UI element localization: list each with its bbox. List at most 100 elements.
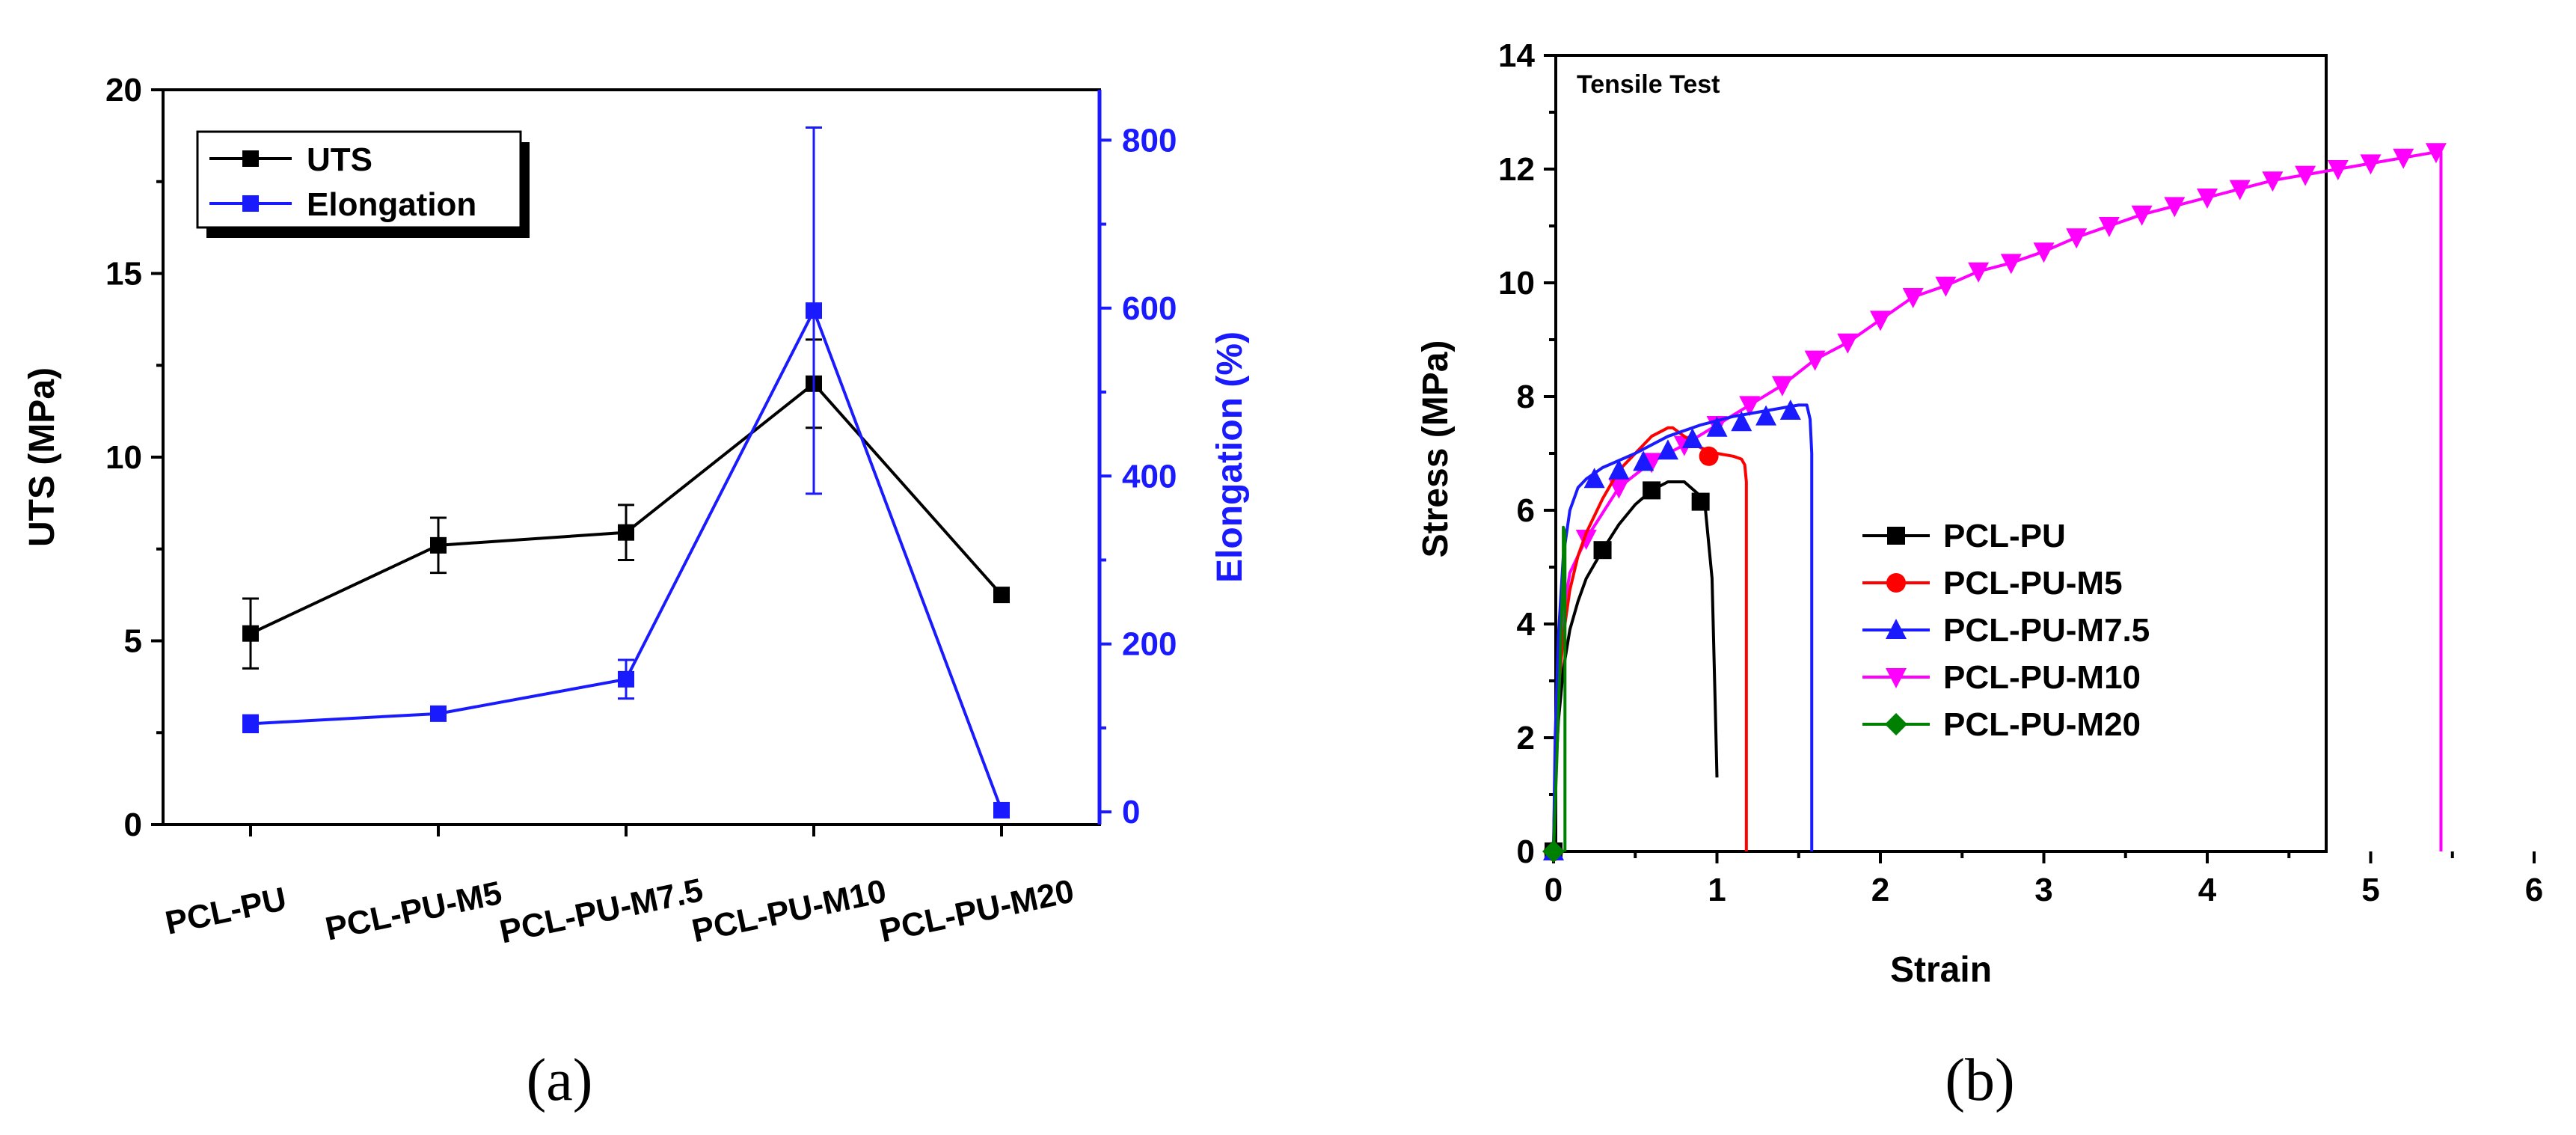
y-tick-label-15: 15 — [105, 256, 142, 293]
legend-label-pcl-pu: PCL-PU — [1943, 518, 2066, 554]
b-x-tick-label-5: 5 — [2361, 872, 2379, 908]
legend-marker-pcl-pu-m5 — [1886, 573, 1906, 593]
y-tick-label-5: 5 — [124, 623, 142, 660]
chart-b-title: Tensile Test — [1577, 70, 1720, 99]
yr-tick-label-200: 200 — [1122, 626, 1177, 663]
legend-b: PCL-PU PCL-PU-M5 PCL-PU-M7.5 PCL-PU-M10 PCL-… — [1862, 518, 2150, 743]
legend-a: UTS Elongation — [196, 130, 530, 238]
marker-pcl-pu-m10 — [2164, 197, 2186, 218]
caption-a: (a) — [527, 1047, 593, 1113]
point-uts-pcl-pu — [242, 625, 259, 642]
yr-tick-label-400: 400 — [1122, 458, 1177, 495]
curve-pcl-pu-m20 — [1552, 525, 1567, 852]
marker-pcl-pu-m20 — [1542, 840, 1565, 863]
marker-pcl-pu-m10 — [1935, 276, 1957, 297]
legend-marker-pcl-pu-m7-5 — [1886, 619, 1907, 639]
y-tick-label-0: 0 — [124, 807, 142, 843]
b-y-tick-label-6: 6 — [1517, 492, 1535, 529]
marker-pcl-pu-m7-5 — [1681, 428, 1703, 448]
marker-pcl-pu-m10 — [1739, 396, 1761, 417]
point-elongation-pcl-pu-m5 — [430, 705, 447, 722]
legend-label-pcl-pu-m20: PCL-PU-M20 — [1943, 706, 2141, 743]
point-uts-pcl-pu-m20 — [993, 587, 1010, 604]
marker-pcl-pu-m7-5 — [1779, 400, 1801, 420]
yr-tick-label-800: 800 — [1122, 122, 1177, 159]
marker-pcl-pu-m10 — [2295, 165, 2316, 186]
marker-pcl-pu-m7-5 — [1731, 411, 1752, 432]
marker-pcl-pu — [1643, 481, 1661, 500]
b-y-tick-label-10: 10 — [1498, 265, 1535, 302]
marker-pcl-pu-m7-5 — [1583, 468, 1605, 489]
b-x-tick-label-2: 2 — [1871, 872, 1889, 908]
x-tick-label-pcl-pu-m7-5: PCL-PU-M7.5 — [497, 872, 706, 950]
x-axis-title-strain: Strain — [1890, 950, 1992, 990]
y-axis-title-stress: Stress (MPa) — [1416, 340, 1456, 558]
marker-pcl-pu-m10 — [1608, 478, 1630, 499]
legend-elongation-marker — [242, 195, 259, 212]
legend-label-pcl-pu-m5: PCL-PU-M5 — [1943, 565, 2123, 602]
y-tick-label-10: 10 — [105, 439, 142, 476]
point-elongation-pcl-pu-m10 — [806, 302, 822, 319]
b-x-tick-label-0: 0 — [1545, 872, 1563, 908]
marker-pcl-pu-m10 — [2327, 160, 2349, 180]
marker-pcl-pu-m10 — [2066, 228, 2088, 249]
yr-tick-label-0: 0 — [1122, 794, 1140, 830]
x-tick-label-pcl-pu-m5: PCL-PU-M5 — [322, 875, 506, 948]
legend-marker-pcl-pu-m10 — [1886, 668, 1907, 688]
y-axis-title-uts: UTS (MPa) — [22, 367, 62, 547]
marker-pcl-pu-m7-5 — [1608, 459, 1630, 480]
legend-uts-marker — [242, 150, 259, 167]
marker-pcl-pu-m10 — [2000, 254, 2022, 275]
y-tick-label-20: 20 — [105, 72, 142, 108]
legend-marker-pcl-pu — [1887, 527, 1905, 545]
b-y-tick-label-4: 4 — [1517, 606, 1536, 643]
legend-label-pcl-pu-m10: PCL-PU-M10 — [1943, 659, 2141, 696]
marker-pcl-pu-m10 — [1837, 333, 1859, 354]
marker-pcl-pu-m10 — [1575, 530, 1597, 550]
b-x-tick-label-4: 4 — [2198, 872, 2217, 908]
legend-label-pcl-pu-m7-5: PCL-PU-M7.5 — [1943, 612, 2150, 649]
marker-pcl-pu-m10 — [1968, 262, 1990, 283]
legend-marker-pcl-pu-m20 — [1885, 713, 1907, 735]
marker-pcl-pu-m5 — [1699, 446, 1719, 466]
y-axis-title-elongation: Elongation (%) — [1210, 331, 1250, 583]
marker-pcl-pu — [1593, 541, 1612, 560]
point-uts-pcl-pu-m5 — [430, 536, 447, 554]
x-tick-label-pcl-pu-m10: PCL-PU-M10 — [689, 872, 889, 949]
b-x-tick-label-1: 1 — [1708, 872, 1726, 908]
point-elongation-pcl-pu — [242, 715, 259, 732]
point-elongation-pcl-pu-m7-5 — [618, 670, 634, 688]
x-tick-label-pcl-pu-m20: PCL-PU-M20 — [877, 872, 1077, 949]
point-elongation-pcl-pu-m20 — [993, 801, 1010, 819]
marker-pcl-pu — [1691, 492, 1710, 511]
point-uts-pcl-pu-m7-5 — [618, 524, 634, 541]
x-tick-label-pcl-pu: PCL-PU — [162, 881, 289, 942]
marker-pcl-pu-m10 — [2033, 242, 2055, 263]
marker-pcl-pu-m10 — [2425, 143, 2447, 164]
marker-pcl-pu-m7-5 — [1706, 416, 1728, 437]
marker-pcl-pu-m10 — [1804, 350, 1826, 371]
marker-pcl-pu-m10 — [2393, 148, 2414, 169]
marker-pcl-pu-m7-5 — [1633, 450, 1655, 471]
marker-pcl-pu-m10 — [2197, 189, 2218, 209]
b-y-tick-label-8: 8 — [1517, 379, 1535, 415]
curve-pcl-pu — [1552, 480, 1719, 852]
marker-pcl-pu-m10 — [1902, 288, 1924, 308]
yr-tick-label-600: 600 — [1122, 290, 1177, 327]
caption-b: (b) — [1945, 1047, 2014, 1113]
curve-pcl-pu-m10 — [1552, 150, 2443, 852]
b-x-tick-label-3: 3 — [2034, 872, 2052, 908]
marker-pcl-pu-m10 — [1771, 376, 1793, 397]
marker-pcl-pu-m10 — [2131, 205, 2153, 226]
b-y-tick-label-2: 2 — [1517, 720, 1535, 756]
b-y-tick-label-0: 0 — [1517, 833, 1535, 870]
b-y-tick-label-14: 14 — [1498, 37, 1535, 74]
marker-pcl-pu-m7-5 — [1755, 405, 1777, 426]
legend-elongation-label: Elongation — [307, 186, 476, 223]
marker-pcl-pu-m10 — [2360, 154, 2382, 175]
marker-pcl-pu-m10 — [2098, 217, 2120, 237]
legend-uts-label: UTS — [307, 141, 372, 178]
marker-pcl-pu-m7-5 — [1657, 439, 1678, 460]
